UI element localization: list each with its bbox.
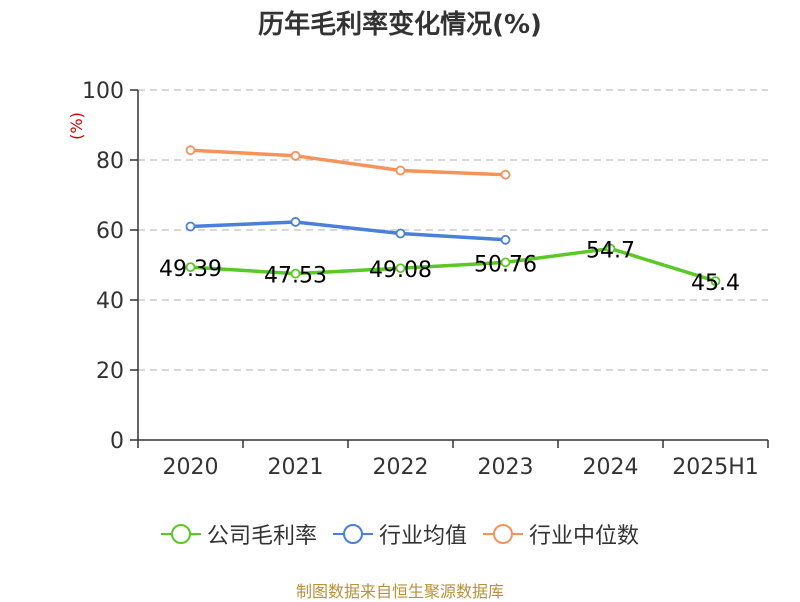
legend-label: 行业中位数 xyxy=(529,524,640,549)
legend-label: 行业均值 xyxy=(378,524,467,549)
y-tick-label: 60 xyxy=(96,219,124,244)
x-tick-label: 2021 xyxy=(268,455,324,480)
legend-item[interactable]: 行业均值 xyxy=(332,518,467,550)
data-point xyxy=(185,262,196,273)
data-point xyxy=(605,243,616,254)
y-tick-label: 40 xyxy=(96,289,124,314)
series-line-2 xyxy=(190,148,506,177)
y-tick-label: 20 xyxy=(96,359,124,384)
x-tick-label: 2023 xyxy=(478,455,534,480)
series-line-1 xyxy=(190,220,506,242)
y-tick-label: 80 xyxy=(96,149,124,174)
data-point xyxy=(185,145,196,156)
x-tick-label: 2025H1 xyxy=(672,455,759,480)
legend-marker-icon xyxy=(160,523,201,545)
legend-item[interactable]: 公司毛利率 xyxy=(160,518,317,550)
x-tick-label: 2022 xyxy=(373,455,429,480)
data-label: 47.53 xyxy=(264,264,327,289)
x-tick-label: 2024 xyxy=(583,455,639,480)
data-label: 49.39 xyxy=(159,257,222,282)
data-point xyxy=(290,150,301,161)
data-point xyxy=(500,257,511,268)
data-point xyxy=(395,165,406,176)
data-point xyxy=(395,228,406,239)
y-axis-label: (%) xyxy=(67,112,86,140)
legend-marker-icon xyxy=(483,523,523,545)
legend-item[interactable]: 行业中位数 xyxy=(483,518,639,550)
legend-marker-icon xyxy=(332,523,373,545)
series-line-0 xyxy=(190,246,717,283)
data-point xyxy=(185,221,196,232)
legend-label: 公司毛利率 xyxy=(206,524,317,549)
source-note: 制图数据来自恒生聚源数据库 xyxy=(295,582,504,601)
x-tick-label: 2020 xyxy=(163,455,219,480)
data-point xyxy=(500,169,511,180)
y-tick-label: 0 xyxy=(110,429,124,454)
data-point xyxy=(710,276,721,287)
data-point xyxy=(500,234,511,245)
data-point xyxy=(395,263,406,274)
data-label: 45.4 xyxy=(691,271,740,296)
data-label: 54.7 xyxy=(586,239,635,264)
data-label: 49.08 xyxy=(369,258,432,283)
data-label: 50.76 xyxy=(474,252,537,277)
data-point xyxy=(290,268,301,279)
chart-title: 历年毛利率变化情况(%) xyxy=(258,10,542,40)
legend: 公司毛利率 行业均值 行业中位数 xyxy=(0,518,800,551)
data-point xyxy=(290,217,301,227)
y-tick-label: 100 xyxy=(82,79,124,104)
